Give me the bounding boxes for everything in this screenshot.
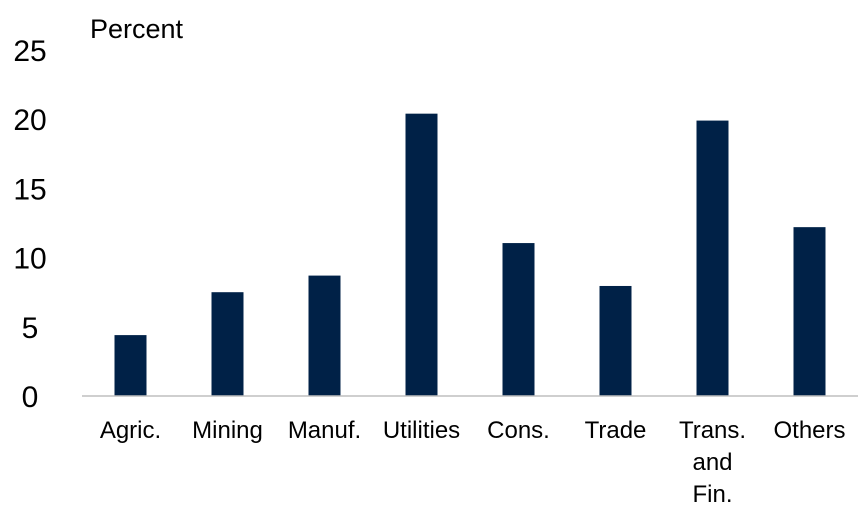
bar	[599, 285, 632, 396]
bar	[502, 243, 535, 396]
bar	[211, 292, 244, 396]
y-tick-label: 5	[22, 312, 39, 345]
x-tick-label: Others	[773, 417, 845, 444]
bar	[308, 275, 341, 396]
y-tick-label: 15	[13, 173, 46, 206]
y-tick-label: 25	[13, 35, 46, 68]
bar	[114, 335, 147, 396]
x-tick-label: Utilities	[383, 417, 460, 444]
y-tick-label: 0	[22, 381, 39, 414]
bar	[405, 113, 438, 396]
y-tick-label: 10	[13, 243, 46, 276]
x-tick-label: Trans. and Fin.	[679, 417, 746, 505]
x-tick-label: Manuf.	[288, 417, 361, 444]
bar	[793, 227, 826, 396]
x-tick-label: Cons.	[487, 417, 550, 444]
y-tick-label: 20	[13, 104, 46, 137]
x-tick-label: Agric.	[100, 417, 161, 444]
x-tick-label: Trade	[585, 417, 647, 444]
x-tick-label: Mining	[192, 417, 263, 444]
y-axis-label: Percent	[90, 14, 184, 44]
bar	[696, 120, 729, 397]
